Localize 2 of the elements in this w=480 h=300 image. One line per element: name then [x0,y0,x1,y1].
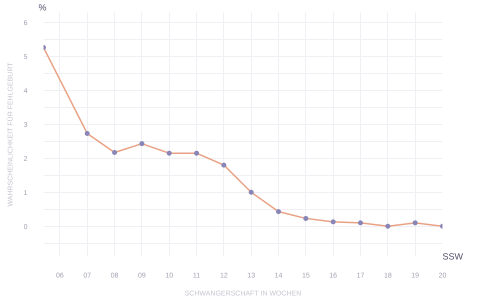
annotation: % [38,2,47,12]
annotation: SSW [442,252,464,262]
